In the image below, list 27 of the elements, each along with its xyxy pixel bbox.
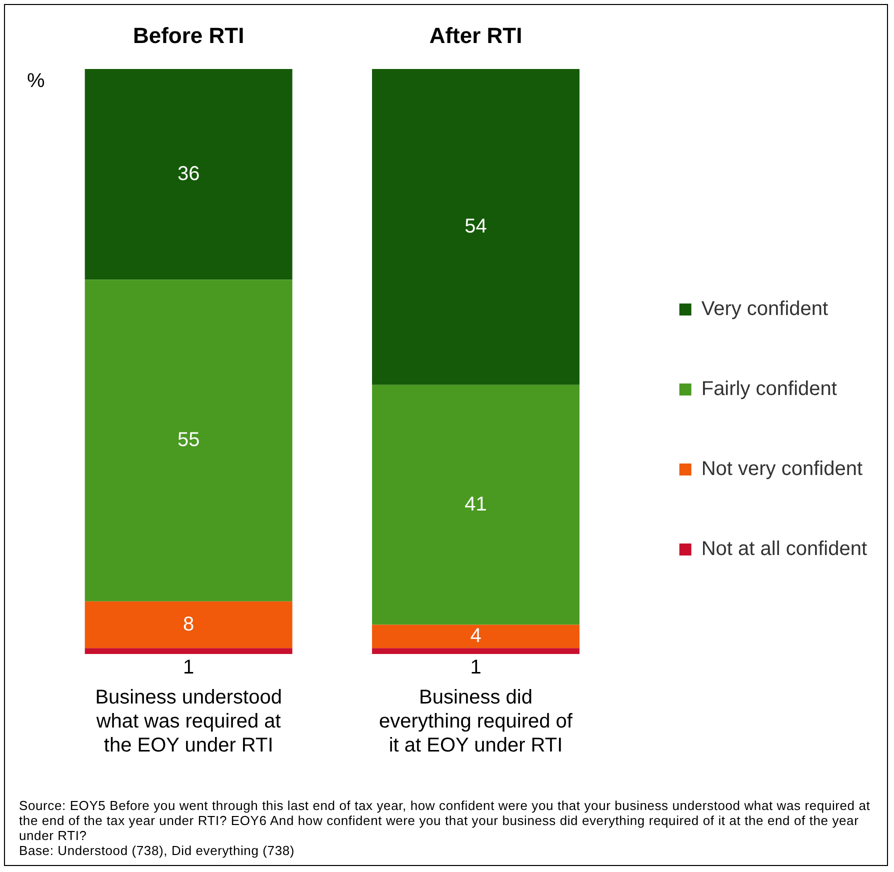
- data-label: 41: [464, 493, 487, 516]
- text: Base: Understood (738), Did everything (738): [19, 843, 296, 858]
- legend-label: Not at all confident: [701, 538, 868, 560]
- y-axis-title: %: [27, 70, 45, 92]
- legend-label: Not very confident: [701, 458, 863, 480]
- bar: [84, 601, 292, 648]
- bar: [372, 69, 580, 385]
- data-label: 1: [470, 656, 482, 679]
- x-tick-label: Business understood what was required at the EOY under RTI: [95, 686, 282, 757]
- bar: [84, 648, 292, 654]
- legend-label: Very confident: [701, 298, 829, 320]
- data-label: 54: [464, 215, 487, 238]
- data-label: 4: [470, 624, 482, 647]
- text: Before RTI: [132, 23, 244, 48]
- bar: [372, 624, 580, 648]
- bar: [372, 648, 580, 654]
- legend-label: Fairly confident: [701, 378, 838, 400]
- bar: [84, 69, 292, 280]
- data-label: 36: [177, 162, 200, 185]
- bar: [372, 384, 580, 625]
- text: After RTI: [429, 23, 522, 48]
- bar: [84, 280, 292, 602]
- data-label: 8: [183, 613, 194, 636]
- data-label: 55: [177, 428, 200, 451]
- x-tick-label: Business did everything required of it at EOY under RTI: [379, 686, 573, 757]
- source-note: Source: EOY5 Before you went through this last end of tax year, how confident were you that your business understood what was required at the end of the tax year under RTI? EOY6 And how confident were you that your business did everything required of it at the end of the year under RTI?: [19, 798, 872, 843]
- data-label: 1: [183, 656, 194, 679]
